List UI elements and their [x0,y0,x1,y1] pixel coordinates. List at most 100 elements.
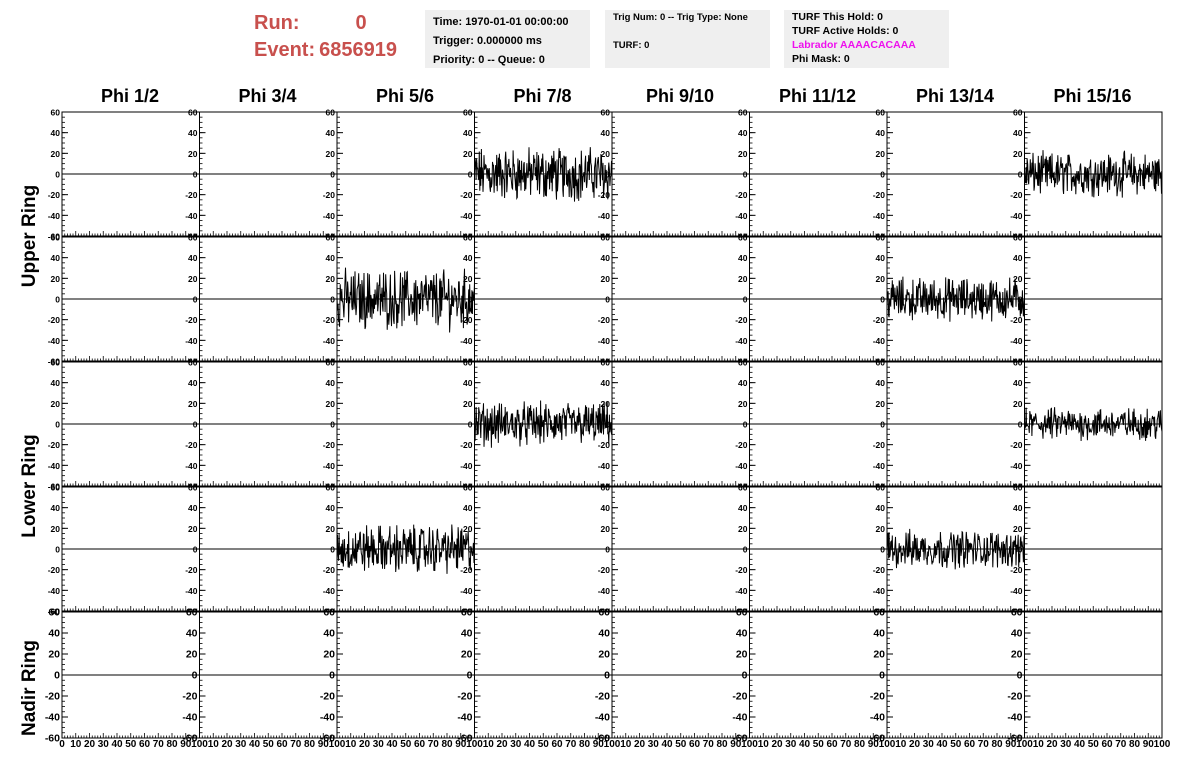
x-tick-label: 10 [70,739,82,750]
x-tick-label: 70 [703,739,715,750]
y-tick-label: -20 [598,190,611,200]
y-tick-label: -40 [323,461,336,471]
x-tick-label: 40 [1074,739,1086,750]
y-tick-label: 0 [880,295,885,305]
y-tick-label: 60 [736,607,748,619]
y-tick-label: -40 [1010,211,1023,221]
y-tick-label: -20 [1010,190,1023,200]
y-tick-label: 60 [463,108,473,118]
x-tick-label: 10 [345,739,357,750]
phi-header-1: Phi 1/2 [100,86,160,106]
y-tick-label: -20 [873,190,886,200]
x-tick-label: 30 [510,739,522,750]
y-tick-label: -20 [185,315,198,325]
y-tick-label: -60 [320,733,335,745]
y-tick-label: -40 [48,336,61,346]
y-tick-label: -60 [48,232,61,242]
y-tick-label: -20 [735,315,748,325]
y-tick-label: -40 [873,461,886,471]
phi-header-2: Phi 3/4 [238,86,297,106]
y-tick-label: 20 [873,649,885,661]
turf-active-holds-text: TURF Active Holds: 0 [792,25,899,37]
x-tick-label: 100 [741,739,758,750]
y-tick-label: -40 [185,336,198,346]
y-tick-label: 0 [193,420,198,430]
x-tick-label: 60 [689,739,701,750]
y-tick-label: 60 [1013,233,1023,243]
y-tick-label: 40 [598,628,610,640]
y-tick-label: 40 [463,128,473,138]
y-tick-label: 20 [876,399,886,409]
x-tick-label: 20 [496,739,508,750]
y-tick-label: 60 [463,358,473,368]
y-tick-label: -40 [48,461,61,471]
y-tick-label: -40 [45,712,60,724]
x-tick-label: 20 [909,739,921,750]
y-tick-label: -40 [735,586,748,596]
y-tick-label: 20 [736,649,748,661]
x-tick-label: 30 [235,739,247,750]
x-tick-label: 40 [661,739,673,750]
waveform-trace [886,276,1025,322]
panel-r5-c8: 60 40 20 0 -20 -40 -60 [1007,607,1163,745]
x-tick-label: 80 [854,739,866,750]
y-tick-label: 60 [1011,607,1023,619]
y-tick-label: 60 [601,233,611,243]
y-tick-label: 40 [186,628,198,640]
y-tick-label: 20 [51,399,61,409]
y-tick-label: 40 [51,378,61,388]
waveform-trace [474,400,613,448]
y-tick-label: -40 [735,211,748,221]
y-tick-label: -40 [320,712,335,724]
y-tick-label: 40 [873,628,885,640]
x-tick-label: 10 [895,739,907,750]
x-tick-label: 10 [1033,739,1045,750]
y-tick-label: 20 [738,524,748,534]
y-tick-label: 60 [188,233,198,243]
y-tick-label: -20 [48,190,61,200]
waveform-trace [1024,407,1163,442]
y-tick-label: -20 [182,691,197,703]
x-tick-label: 50 [950,739,962,750]
x-tick-label: 50 [538,739,550,750]
y-tick-label: -40 [323,586,336,596]
y-tick-label: -40 [457,712,472,724]
y-tick-label: 40 [326,128,336,138]
y-tick-label: -60 [1007,733,1022,745]
y-tick-label: 0 [330,295,335,305]
x-tick-label: 20 [634,739,646,750]
x-tick-label: 80 [441,739,453,750]
y-tick-label: -20 [873,315,886,325]
y-tick-label: -20 [323,315,336,325]
y-tick-label: 40 [738,128,748,138]
y-tick-label: 0 [330,170,335,180]
panel-r5-c3: 60 40 20 0 -20 -40 -60 [320,607,475,745]
x-tick-label: 50 [813,739,825,750]
y-tick-label: 20 [463,524,473,534]
y-tick-label: 20 [326,149,336,159]
y-tick-label: 20 [326,524,336,534]
y-tick-label: -40 [873,211,886,221]
y-tick-label: 40 [326,378,336,388]
y-tick-label: 60 [1013,358,1023,368]
x-tick-label: 20 [359,739,371,750]
x-tick-label: 100 [466,739,483,750]
event-label: Event: [254,39,316,61]
y-tick-label: -20 [323,565,336,575]
y-tick-label: -20 [598,565,611,575]
run-value: 0 [355,12,367,34]
y-tick-label: -40 [185,461,198,471]
y-tick-label: 60 [188,483,198,493]
y-tick-label: 20 [51,149,61,159]
y-tick-label: 40 [1013,503,1023,513]
y-tick-label: 0 [193,295,198,305]
y-tick-label: -20 [460,315,473,325]
waveform-trace [336,267,475,333]
